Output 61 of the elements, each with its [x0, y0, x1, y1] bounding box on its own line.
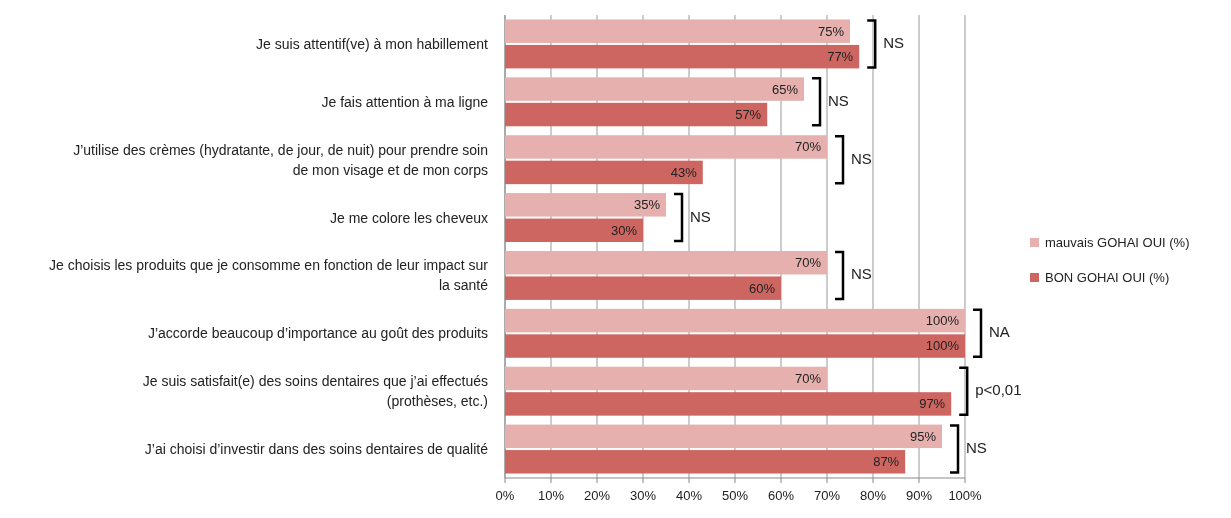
x-tick-label: 60% [767, 488, 795, 503]
text: NS [966, 439, 987, 457]
y-tick-label: Je fais attention à ma ligne [321, 93, 489, 110]
y-tick-label: Je choisis les produits que je consomme en fonction de leur impact sur la santé [49, 257, 489, 294]
x-tick-label: 10% [537, 488, 565, 503]
bar [505, 218, 643, 243]
data-label: 30% [610, 222, 638, 238]
x-tick-label: 100% [948, 488, 983, 503]
data-label: 77% [827, 49, 854, 65]
y-tick-label: Je suis satisfait(e) des soins dentaires que j’ai effectués (prothèses, etc.) [142, 373, 488, 410]
data-label: 43% [670, 164, 698, 180]
data-label: 70% [794, 255, 822, 271]
data-label: 100% [925, 313, 960, 329]
data-label: 70% [794, 370, 822, 386]
bar [505, 424, 942, 449]
x-tick-label: 90% [905, 488, 933, 503]
annotation: NS [851, 149, 872, 167]
bar [505, 276, 781, 300]
data-label: 35% [633, 197, 661, 213]
annotation: NS [851, 265, 872, 283]
bar [505, 44, 860, 69]
data-label: 57% [735, 106, 762, 122]
x-tick-label: 40% [675, 488, 703, 503]
x-tick-label: 20% [583, 488, 611, 503]
bar [505, 77, 804, 101]
bar [505, 334, 965, 358]
bar [505, 193, 666, 217]
data-label: 97% [919, 396, 946, 412]
y-tick-label: Je suis attentif(ve) à mon habillement [256, 35, 489, 52]
x-tick-label: 80% [859, 488, 887, 503]
bar [505, 392, 952, 416]
data-label: 60% [748, 280, 776, 296]
legend-label: mauvais GOHAI OUI (%) [1045, 235, 1190, 250]
y-tick-label: J’ai choisi d’investir dans des soins dentaires de qualité [144, 441, 489, 458]
annotation: NS [828, 91, 849, 109]
y-tick-label: Je me colore les cheveux [330, 209, 488, 226]
annotation: NS [883, 33, 905, 51]
bar [505, 366, 827, 391]
legend-label: BON GOHAI OUI (%) [1045, 270, 1170, 285]
bar [505, 308, 965, 333]
x-tick-label: 0% [495, 488, 515, 503]
x-tick-label: 30% [629, 488, 657, 503]
bar [505, 160, 703, 185]
text: NA [989, 323, 1010, 341]
x-tick-label: 50% [721, 488, 749, 503]
data-label: 95% [909, 428, 937, 444]
data-label: 87% [873, 454, 900, 470]
annotation: NS [690, 207, 711, 225]
bar [505, 19, 850, 43]
data-label: 75% [817, 23, 845, 39]
text: p<0,01 [975, 381, 1022, 399]
bar [505, 450, 906, 474]
data-label: 65% [771, 81, 799, 97]
bar [505, 102, 768, 127]
x-tick-label: 70% [813, 488, 841, 503]
data-label: 100% [925, 338, 960, 354]
data-label: 70% [794, 139, 822, 155]
y-tick-label: J’utilise des crèmes (hydratante, de jour, de nuit) pour prendre soin de mon visage et de mon corps [73, 141, 488, 178]
bar [505, 250, 827, 275]
y-tick-label: J’accorde beaucoup d’importance au goût des produits [147, 325, 488, 342]
bar [505, 135, 827, 159]
